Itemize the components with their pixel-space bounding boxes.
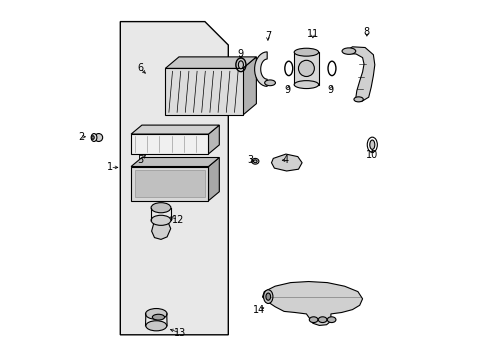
Text: 1: 1 xyxy=(107,162,113,172)
Polygon shape xyxy=(343,47,374,102)
Text: 2: 2 xyxy=(79,132,85,142)
Polygon shape xyxy=(208,158,219,201)
Text: 4: 4 xyxy=(282,155,288,165)
Ellipse shape xyxy=(263,290,272,303)
Text: 9: 9 xyxy=(237,49,244,59)
Text: 14: 14 xyxy=(252,305,264,315)
Ellipse shape xyxy=(264,80,275,86)
Ellipse shape xyxy=(151,203,170,213)
Ellipse shape xyxy=(152,314,164,320)
Text: 9: 9 xyxy=(284,85,290,95)
Ellipse shape xyxy=(238,61,243,69)
Ellipse shape xyxy=(91,134,97,141)
Text: 7: 7 xyxy=(264,31,270,41)
Ellipse shape xyxy=(145,309,167,319)
Polygon shape xyxy=(165,57,256,68)
Polygon shape xyxy=(262,282,362,325)
Text: 11: 11 xyxy=(306,29,318,39)
Bar xyxy=(294,52,318,85)
Text: 5: 5 xyxy=(137,155,143,165)
Ellipse shape xyxy=(353,97,363,102)
Polygon shape xyxy=(131,158,219,166)
Polygon shape xyxy=(151,220,170,239)
Text: 3: 3 xyxy=(246,155,252,165)
Ellipse shape xyxy=(342,48,355,54)
Ellipse shape xyxy=(253,160,257,163)
Text: 9: 9 xyxy=(327,85,333,95)
Ellipse shape xyxy=(95,134,102,141)
Ellipse shape xyxy=(91,136,94,139)
Bar xyxy=(165,68,242,115)
Ellipse shape xyxy=(294,81,318,89)
Polygon shape xyxy=(120,22,228,335)
Polygon shape xyxy=(271,154,302,171)
Ellipse shape xyxy=(318,317,326,323)
Ellipse shape xyxy=(326,317,335,323)
Ellipse shape xyxy=(369,140,374,149)
Text: 6: 6 xyxy=(137,63,143,73)
Ellipse shape xyxy=(298,60,314,77)
Polygon shape xyxy=(131,125,219,134)
Text: 12: 12 xyxy=(172,215,184,225)
Polygon shape xyxy=(242,57,256,115)
Polygon shape xyxy=(208,125,219,154)
Text: 13: 13 xyxy=(174,328,186,338)
Text: 10: 10 xyxy=(366,150,378,160)
Bar xyxy=(134,170,204,197)
Bar xyxy=(131,134,208,154)
Text: 8: 8 xyxy=(363,27,369,37)
Ellipse shape xyxy=(309,317,317,323)
Bar xyxy=(131,166,208,201)
Ellipse shape xyxy=(265,293,270,300)
Ellipse shape xyxy=(294,48,318,56)
Ellipse shape xyxy=(151,215,170,225)
Polygon shape xyxy=(254,52,266,86)
Ellipse shape xyxy=(145,321,166,331)
